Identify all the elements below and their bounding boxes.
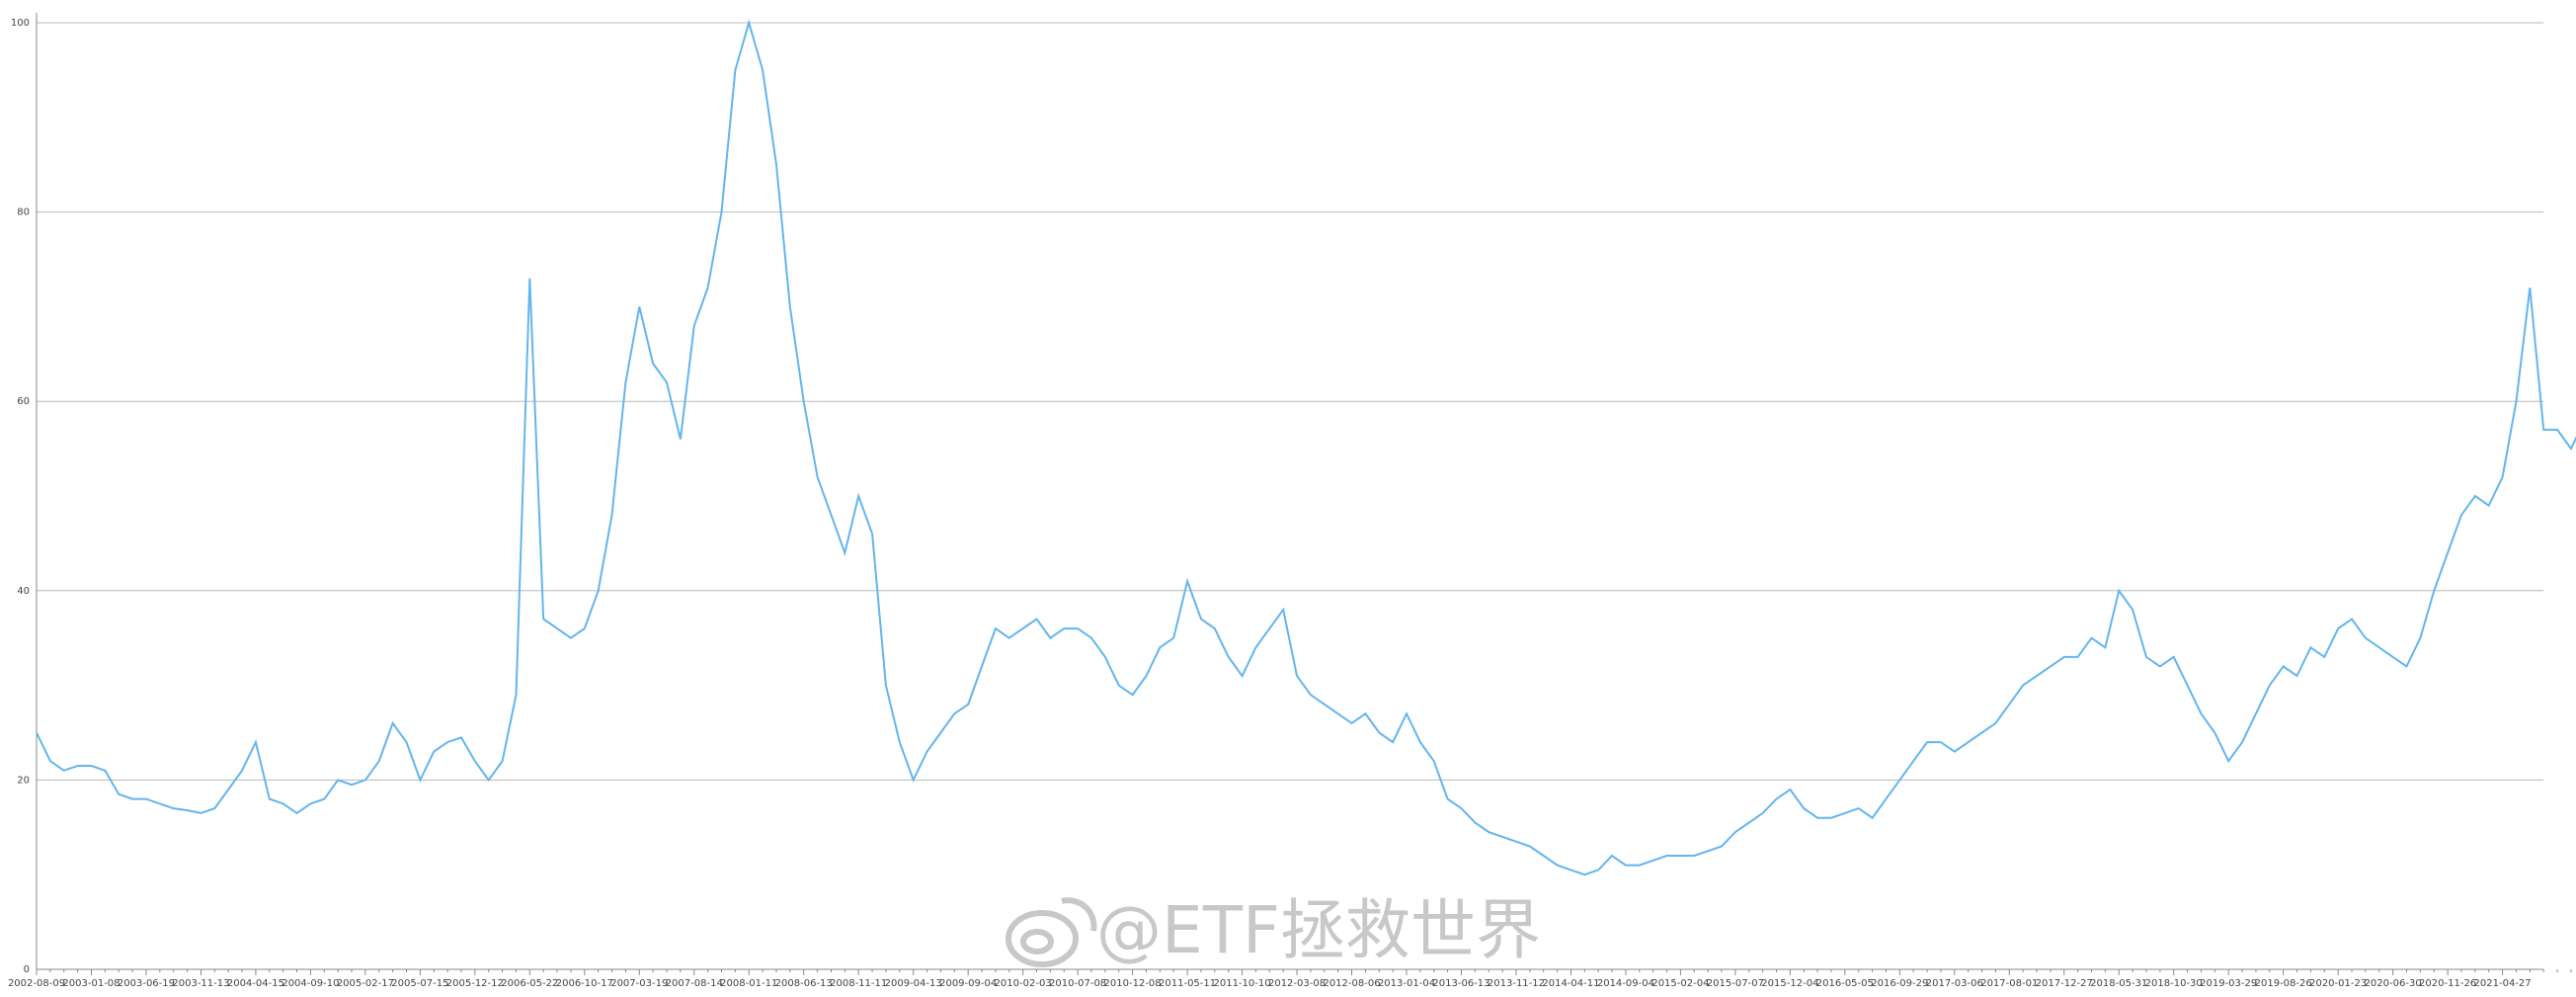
- x-tick-label: 2006-05-22: [501, 978, 558, 989]
- x-tick-label: 2011-05-11: [1159, 978, 1216, 989]
- x-tick-label: 2008-06-13: [775, 978, 833, 989]
- x-tick-label: 2003-06-19: [118, 978, 175, 989]
- x-tick-label: 2017-08-01: [1980, 978, 2038, 989]
- x-tick-label: 2020-01-23: [2309, 978, 2367, 989]
- x-tick-label: 2005-07-15: [391, 978, 448, 989]
- x-tick-label: 2002-08-09: [8, 978, 65, 989]
- y-tick-label: 80: [17, 208, 30, 218]
- x-tick-label: 2006-10-17: [556, 978, 613, 989]
- x-tick-label: 2012-03-08: [1268, 978, 1326, 989]
- watermark: @ETF拯救世界: [1096, 892, 1541, 968]
- x-tick-label: 2019-08-26: [2255, 978, 2312, 989]
- x-tick-label: 2010-07-08: [1049, 978, 1106, 989]
- x-tick-label: 2009-09-04: [939, 978, 997, 989]
- x-tick-label: 2010-02-03: [995, 978, 1052, 989]
- x-tick-label: 2019-03-29: [2200, 978, 2257, 989]
- x-tick-label: 2003-11-13: [172, 978, 229, 989]
- x-tick-label: 2010-12-08: [1104, 978, 1162, 989]
- x-tick-label: 2015-12-04: [1761, 978, 1818, 989]
- x-tick-label: 2009-04-13: [885, 978, 942, 989]
- x-tick-label: 2014-04-11: [1542, 978, 1599, 989]
- x-tick-label: 2005-12-12: [446, 978, 504, 989]
- x-tick-label: 2008-01-11: [720, 978, 777, 989]
- x-tick-label: 2016-09-29: [1871, 978, 1928, 989]
- x-tick-label: 2003-01-08: [62, 978, 120, 989]
- x-tick-label: 2021-04-27: [2474, 978, 2532, 989]
- y-tick-label: 100: [11, 18, 30, 29]
- x-tick-label: 2008-11-11: [830, 978, 887, 989]
- y-tick-label: 40: [17, 586, 30, 597]
- data-line: [36, 19, 2576, 876]
- x-tick-label: 2018-10-30: [2145, 978, 2203, 989]
- x-tick-label: 2004-09-10: [282, 978, 339, 989]
- x-tick-label: 2004-04-15: [227, 978, 284, 989]
- y-tick-label: 60: [17, 396, 30, 407]
- x-tick-label: 2007-03-19: [610, 978, 668, 989]
- x-tick-label: 2015-02-04: [1651, 978, 1709, 989]
- y-tick-label: 20: [17, 775, 30, 786]
- y-tick-label: 0: [24, 964, 30, 975]
- x-tick-label: 2017-03-06: [1926, 978, 1983, 989]
- x-tick-label: 2020-11-26: [2419, 978, 2476, 989]
- x-tick-label: 2016-05-05: [1816, 978, 1874, 989]
- x-tick-label: 2018-05-31: [2090, 978, 2147, 989]
- x-tick-label: 2015-07-07: [1707, 978, 1764, 989]
- x-tick-label: 2013-01-04: [1378, 978, 1435, 989]
- x-tick-label: 2020-06-30: [2365, 978, 2422, 989]
- x-tick-label: 2013-06-13: [1432, 978, 1489, 989]
- x-tick-label: 2014-09-04: [1597, 978, 1654, 989]
- x-tick-label: 2011-10-10: [1213, 978, 1270, 989]
- x-tick-label: 2017-12-27: [2036, 978, 2093, 989]
- x-tick-label: 2005-02-17: [337, 978, 394, 989]
- x-tick-label: 2007-08-14: [666, 978, 723, 989]
- x-tick-label: 2013-11-12: [1488, 978, 1545, 989]
- weibo-logo: [1006, 897, 1097, 967]
- x-tick-label: 2012-08-06: [1323, 978, 1380, 989]
